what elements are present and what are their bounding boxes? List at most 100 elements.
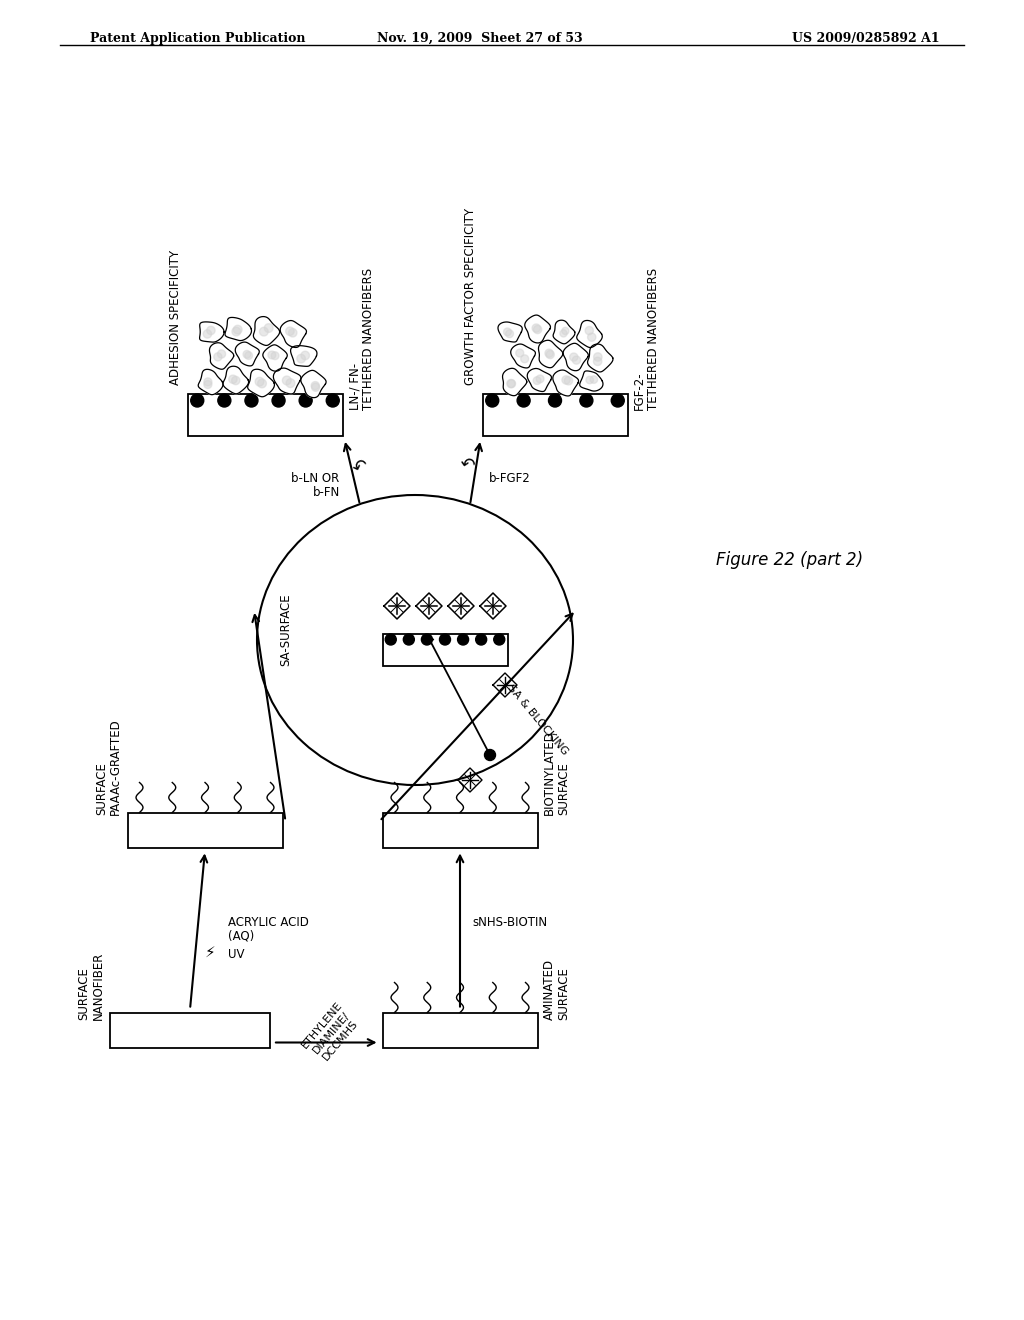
Text: LN-/ FN-: LN-/ FN- [348, 363, 361, 411]
Text: SURFACE: SURFACE [95, 762, 108, 814]
Polygon shape [207, 326, 215, 335]
Polygon shape [545, 348, 553, 358]
Polygon shape [553, 321, 574, 343]
Polygon shape [594, 352, 602, 362]
Text: Figure 22 (part 2): Figure 22 (part 2) [717, 550, 863, 569]
Polygon shape [527, 368, 552, 392]
Ellipse shape [257, 495, 573, 785]
Polygon shape [569, 352, 578, 362]
Text: SURFACE: SURFACE [557, 968, 570, 1020]
Polygon shape [532, 323, 541, 333]
Bar [482, 393, 628, 436]
Polygon shape [232, 327, 241, 335]
Text: FGF-2-: FGF-2- [633, 371, 646, 411]
Circle shape [611, 393, 625, 407]
Polygon shape [225, 317, 252, 341]
Polygon shape [506, 330, 513, 338]
Polygon shape [286, 379, 295, 388]
Circle shape [218, 393, 230, 407]
Polygon shape [214, 352, 222, 360]
Circle shape [458, 634, 469, 645]
Polygon shape [546, 350, 554, 359]
Polygon shape [217, 350, 225, 358]
Polygon shape [273, 368, 301, 393]
Polygon shape [580, 371, 603, 391]
Circle shape [549, 393, 561, 407]
Circle shape [439, 634, 451, 645]
Circle shape [403, 634, 415, 645]
Polygon shape [200, 322, 224, 342]
Text: b-FN: b-FN [313, 486, 341, 499]
Text: ETHYLENE
DIAMINE/
DCCMHS: ETHYLENE DIAMINE/ DCCMHS [300, 999, 362, 1065]
Polygon shape [223, 366, 249, 393]
Polygon shape [564, 376, 572, 385]
Text: UV: UV [228, 948, 245, 961]
Polygon shape [255, 378, 264, 385]
Polygon shape [498, 322, 522, 342]
Polygon shape [534, 376, 541, 384]
Polygon shape [585, 326, 593, 335]
Polygon shape [521, 355, 528, 363]
Text: ADHESION SPECIFICITY: ADHESION SPECIFICITY [169, 249, 182, 385]
Text: PAAAc-GRAFTED: PAAAc-GRAFTED [109, 718, 122, 814]
Bar [128, 813, 283, 847]
Polygon shape [204, 378, 212, 385]
Polygon shape [243, 350, 251, 358]
Polygon shape [524, 315, 551, 343]
Polygon shape [311, 381, 319, 389]
Polygon shape [539, 341, 563, 368]
Polygon shape [264, 323, 273, 333]
Polygon shape [577, 321, 602, 347]
Bar [187, 393, 342, 436]
Polygon shape [586, 376, 594, 384]
Polygon shape [588, 345, 613, 372]
Polygon shape [562, 327, 569, 334]
Circle shape [476, 634, 486, 645]
Text: TETHERED NANOFIBERS: TETHERED NANOFIBERS [362, 268, 375, 411]
Bar [383, 1012, 538, 1048]
Circle shape [422, 634, 432, 645]
Polygon shape [588, 333, 596, 342]
Polygon shape [210, 343, 233, 370]
Polygon shape [311, 383, 319, 391]
Polygon shape [507, 380, 515, 388]
Polygon shape [283, 376, 291, 385]
Circle shape [190, 393, 204, 407]
Polygon shape [228, 375, 238, 383]
Polygon shape [253, 317, 280, 346]
Polygon shape [268, 351, 275, 359]
Text: ⚡: ⚡ [205, 945, 215, 960]
Polygon shape [271, 352, 279, 359]
Text: US 2009/0285892 A1: US 2009/0285892 A1 [793, 32, 940, 45]
Circle shape [517, 393, 530, 407]
Text: b-FGF2: b-FGF2 [489, 473, 530, 484]
Text: SURFACE: SURFACE [78, 968, 90, 1020]
Polygon shape [560, 330, 567, 337]
Polygon shape [245, 351, 253, 359]
Text: ACRYLIC ACID: ACRYLIC ACID [228, 916, 309, 928]
Text: Patent Application Publication: Patent Application Publication [90, 32, 305, 45]
Polygon shape [248, 370, 274, 397]
Polygon shape [259, 327, 268, 337]
Text: BIOTINYLATED: BIOTINYLATED [543, 730, 556, 814]
Text: TETHERED NANOFIBERS: TETHERED NANOFIBERS [647, 268, 660, 411]
Text: GROWTH FACTOR SPECIFICITY: GROWTH FACTOR SPECIFICITY [464, 207, 477, 385]
Polygon shape [231, 376, 240, 384]
Polygon shape [297, 354, 305, 363]
Polygon shape [537, 375, 544, 383]
Polygon shape [563, 343, 589, 371]
Polygon shape [590, 376, 598, 383]
Circle shape [485, 393, 499, 407]
Circle shape [385, 634, 396, 645]
Polygon shape [301, 351, 309, 360]
Polygon shape [516, 348, 523, 356]
Circle shape [580, 393, 593, 407]
Text: Nov. 19, 2009  Sheet 27 of 53: Nov. 19, 2009 Sheet 27 of 53 [377, 32, 583, 45]
Bar [383, 813, 538, 847]
Polygon shape [204, 380, 212, 388]
Polygon shape [289, 329, 297, 337]
Polygon shape [263, 345, 288, 371]
Polygon shape [507, 379, 515, 388]
Text: NANOFIBER: NANOFIBER [91, 952, 104, 1020]
Circle shape [272, 393, 285, 407]
